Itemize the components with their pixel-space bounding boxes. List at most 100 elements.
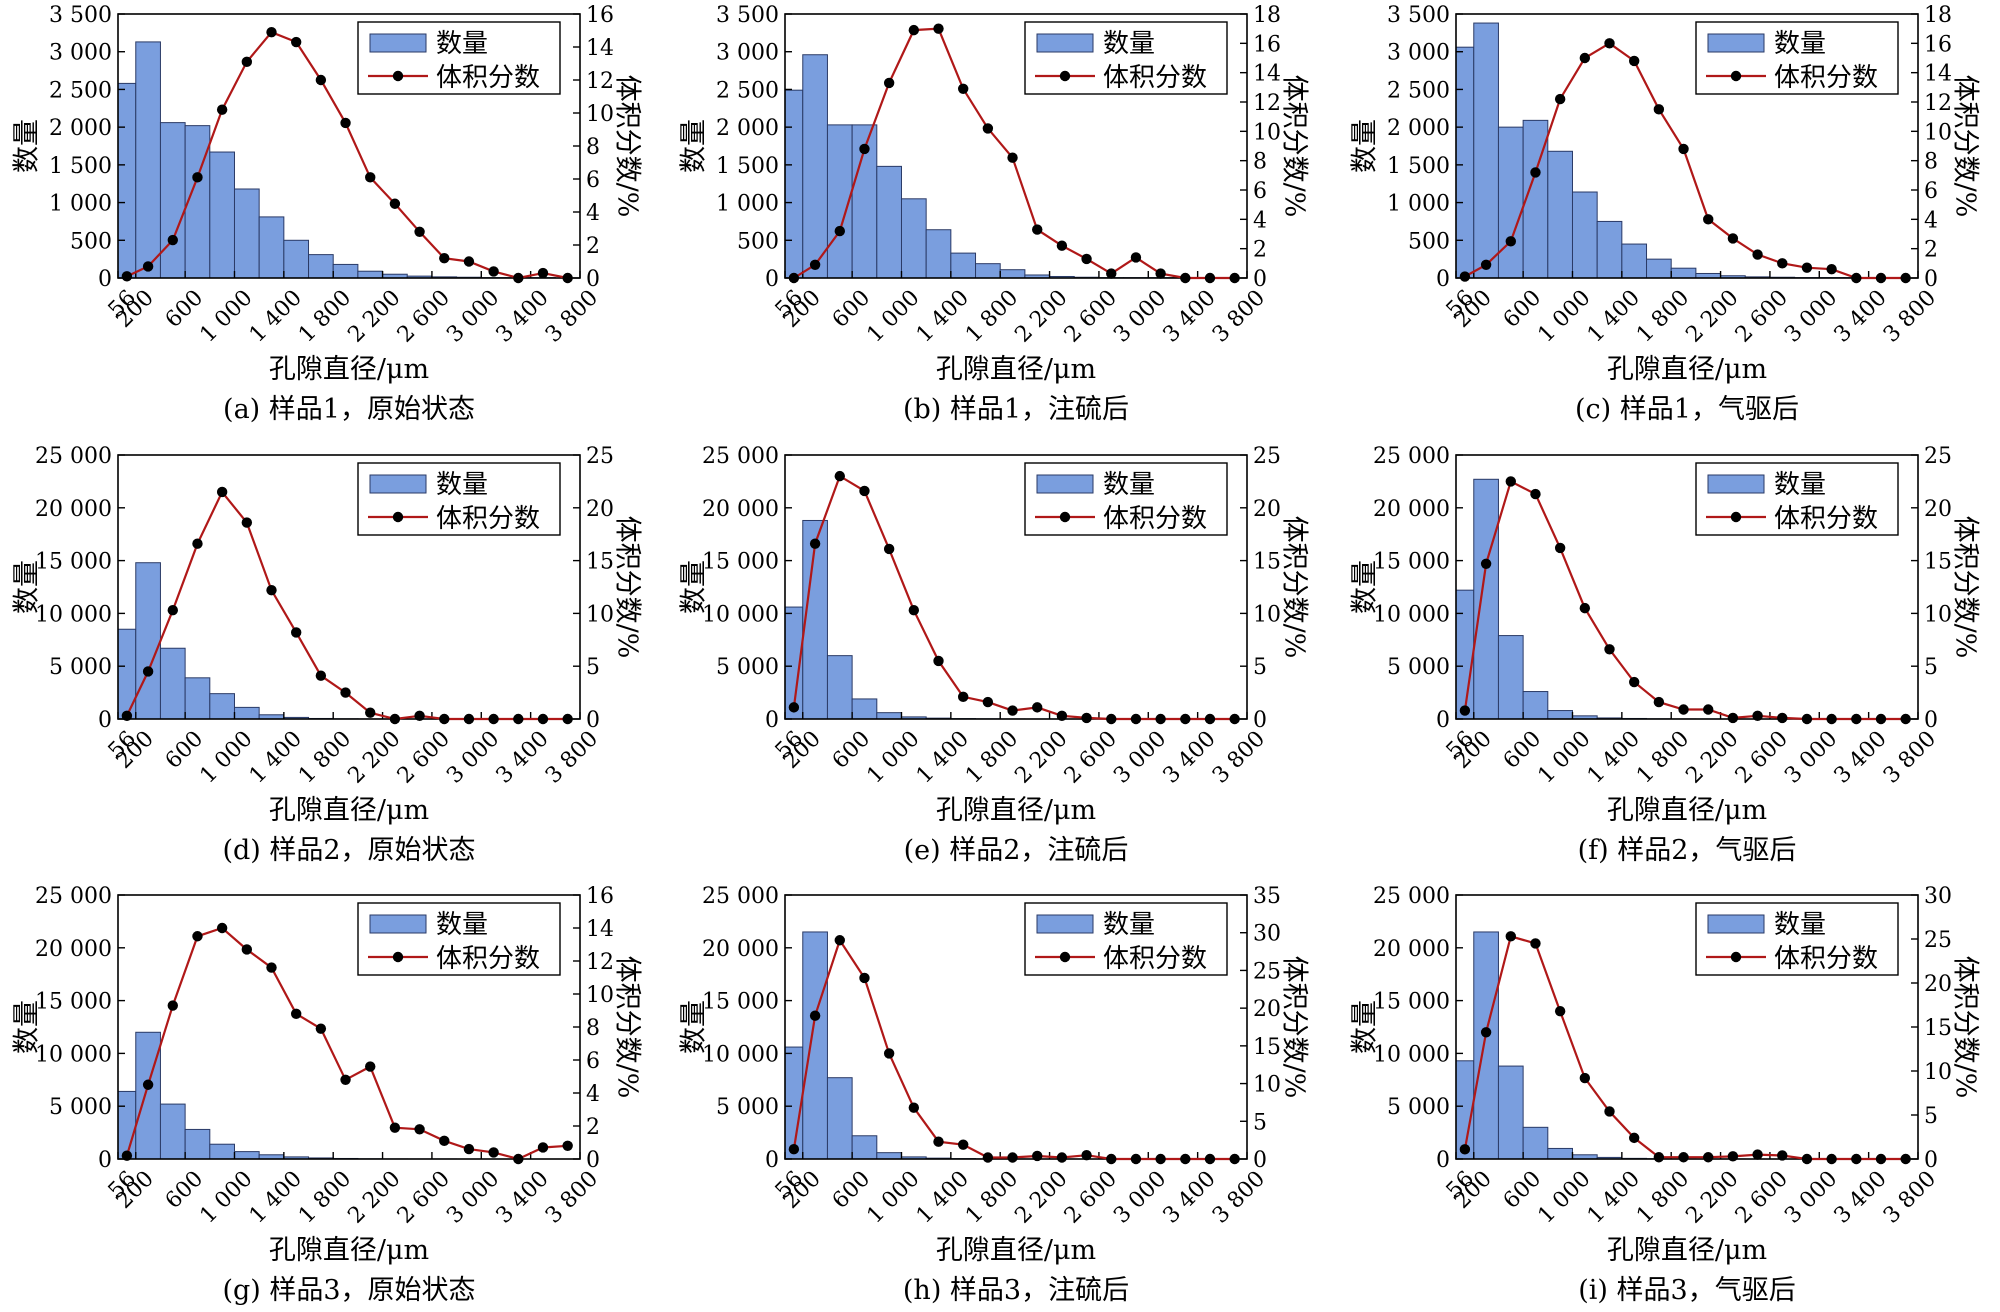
volume-fraction-point [121,710,133,722]
x-tick-label: 3 800 [1879,1166,1941,1228]
volume-fraction-point [1703,1152,1714,1163]
volume-fraction-point [1604,1106,1615,1117]
volume-fraction-point [1056,1152,1068,1163]
y-tick-label: 2 500 [716,78,779,103]
volume-fraction-point [216,486,228,498]
legend-label-count: 数量 [1774,470,1826,500]
legend-swatch-bar [1036,914,1094,934]
x-axis-title: 孔隙直径/μm [269,795,429,826]
volume-fraction-point [1777,1150,1788,1161]
y-tick-label: 10 000 [1373,602,1450,627]
y-tick-label: 2 000 [49,116,112,141]
volume-fraction-point [1875,713,1887,725]
y-tick-label: 2 500 [1387,78,1450,103]
volume-fraction-point [1459,705,1471,716]
histogram-bar [1646,258,1672,279]
x-tick-label: 3 800 [541,726,603,788]
y2-tick-label: 15 [1253,1035,1281,1060]
x-tick-label: 1 800 [961,285,1023,347]
legend-swatch-bar [369,474,427,494]
x-tick-label: 1 800 [1632,1166,1694,1228]
volume-fraction-point [1554,93,1566,105]
volume-fraction-point [1204,272,1216,284]
x-tick-label: 1 800 [294,726,356,788]
histogram-bar [184,125,211,279]
y2-tick-label: 15 [1924,550,1952,575]
volume-fraction-point [788,702,800,713]
histogram-bar [1473,931,1499,1160]
y-tick-label: 25 000 [1373,884,1450,909]
y-tick-label: 25 000 [1373,444,1450,469]
legend-swatch-marker [1059,951,1071,963]
y-tick-label: 0 [98,708,112,733]
y-tick-label: 20 000 [702,937,779,962]
x-axis-title: 孔隙直径/μm [1607,1235,1767,1266]
histogram-bar [900,198,927,279]
volume-fraction-point [1505,236,1516,247]
volume-fraction-point [562,713,573,725]
x-tick-label: 1 000 [862,726,924,788]
volume-fraction-point [1703,214,1714,225]
y2-tick-label: 8 [586,135,600,160]
y2-tick-label: 10 [1924,1060,1952,1085]
volume-fraction-point [513,1153,524,1165]
y2-tick-label: 5 [1253,1110,1267,1135]
histogram-bar [826,655,853,720]
y2-tick-label: 10 [586,983,614,1008]
volume-fraction-point [1703,704,1714,715]
volume-fraction-point [340,117,351,129]
volume-fraction-point [1628,1132,1640,1144]
legend-label-count: 数量 [1774,910,1826,940]
y-tick-label: 3 000 [1387,41,1450,66]
histogram-bar [1547,1147,1573,1160]
volume-fraction-point [1130,1153,1142,1165]
volume-fraction-point [167,234,178,246]
histogram-bar [209,151,235,279]
chart-panel: 0 5 000 10 000 15 000 20 000 25 000 0 5 10 15 20 25… [1349,884,1980,1306]
x-tick-label: 3 000 [1109,726,1171,788]
volume-fraction-point [1032,702,1043,713]
x-tick-label: 2 200 [343,1166,405,1228]
x-tick-label: 1 400 [1583,726,1645,788]
volume-fraction-point [1604,644,1615,655]
histogram-bar [117,1090,137,1160]
x-tick-label: 2 600 [393,1166,455,1228]
y-tick-label: 3 000 [49,41,112,66]
y-tick-label: 25 000 [35,884,112,909]
legend-label-volume: 体积分数 [1103,63,1207,93]
x-tick-label: 3 000 [1780,1166,1842,1228]
x-tick-label: 1 000 [862,1166,924,1228]
histogram-bar [876,1152,902,1160]
x-tick-label: 3 800 [541,1166,603,1228]
volume-fraction-point [1604,38,1615,49]
y-tick-label: 1 000 [1387,192,1450,217]
volume-fraction-point [389,713,401,725]
legend-swatch-marker [1730,511,1742,523]
y-tick-label: 3 500 [49,3,112,28]
legend-label-volume: 体积分数 [1774,944,1878,974]
volume-fraction-point [1900,272,1911,284]
x-tick-label: 2 600 [1060,1166,1122,1228]
histogram-bar [999,269,1026,279]
y2-tick-label: 20 [1253,497,1281,522]
legend-label-count: 数量 [1103,470,1155,500]
volume-fraction-point [414,1124,425,1135]
y2-tick-label: 15 [1924,1016,1952,1041]
x-tick-label: 1 400 [912,1166,974,1228]
volume-fraction-point [241,517,253,528]
x-tick-label: 2 600 [393,726,455,788]
y2-tick-label: 14 [586,36,614,61]
volume-fraction-point [463,713,475,725]
volume-fraction-point [167,605,178,616]
y2-tick-label: 0 [586,708,600,733]
volume-fraction-point [1851,713,1862,725]
volume-fraction-point [1653,696,1665,708]
x-tick-label: 1 000 [195,1166,257,1228]
volume-fraction-point [389,198,401,209]
x-tick-label: 2 600 [1060,726,1122,788]
legend-swatch-marker [1730,70,1742,82]
legend-label-count: 数量 [436,470,488,500]
y-tick-label: 10 000 [702,602,779,627]
chart-panel: 0 5 000 10 000 15 000 20 000 25 000 0 2 4 6 8 10 12 1… [11,884,642,1306]
y2-tick-label: 16 [586,884,614,909]
